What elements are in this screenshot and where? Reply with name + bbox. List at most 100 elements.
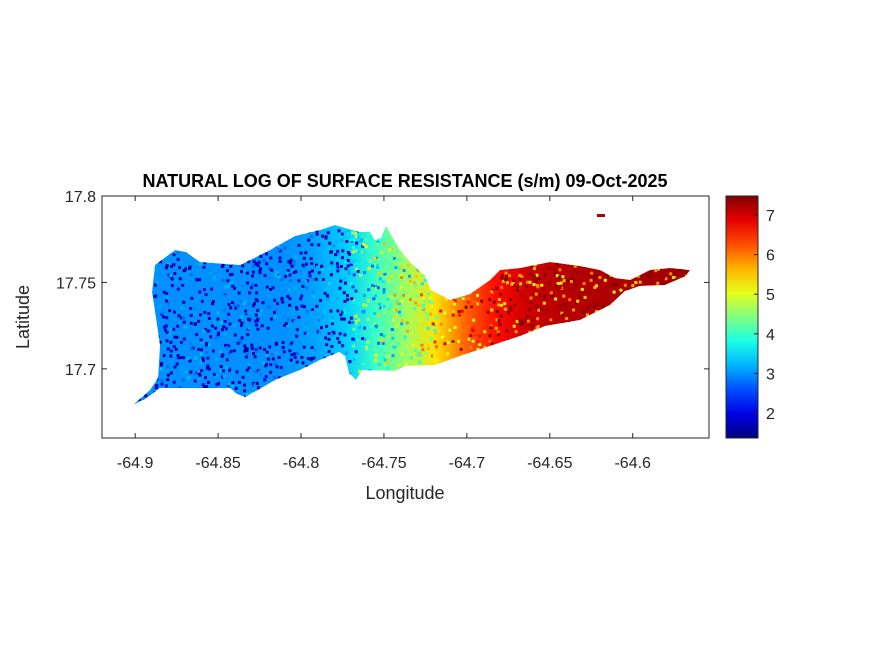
heatmap-cell: [614, 312, 618, 316]
heatmap-cell: [622, 331, 625, 335]
heatmap-cell: [190, 347, 194, 351]
heatmap-cell: [134, 307, 138, 311]
heatmap-cell: [656, 281, 660, 285]
heatmap-cell: [169, 274, 173, 277]
heatmap-cell: [596, 303, 600, 306]
heatmap-cell: [287, 225, 290, 226]
heatmap-cell: [630, 317, 634, 321]
heatmap-cell: [180, 245, 184, 249]
heatmap-cell: [207, 316, 211, 320]
heatmap-cell: [364, 304, 368, 307]
heatmap-cell: [655, 308, 659, 312]
heatmap-cell: [139, 339, 143, 342]
heatmap-cell: [612, 385, 616, 389]
heatmap-cell: [277, 356, 281, 359]
heatmap-cell: [505, 281, 509, 285]
heatmap-cell: [588, 328, 592, 332]
heatmap-cell: [469, 226, 473, 230]
colorbar-tick-label: 5: [766, 287, 775, 304]
heatmap-cell: [387, 279, 391, 283]
heatmap-cell: [603, 321, 607, 325]
heatmap-cell: [462, 354, 466, 357]
heatmap-cell: [281, 341, 285, 344]
heatmap-cell: [257, 387, 261, 391]
heatmap-cell: [659, 267, 663, 271]
heatmap-cell: [241, 401, 245, 405]
heatmap-cell: [575, 344, 579, 348]
heatmap-cell: [620, 321, 624, 325]
heatmap-cell: [488, 349, 492, 353]
heatmap-cell: [583, 319, 587, 323]
heatmap-cell: [454, 254, 458, 258]
heatmap-cell: [463, 372, 467, 376]
heatmap-cell: [446, 352, 450, 356]
heatmap-cell: [354, 235, 358, 238]
heatmap-cell: [141, 277, 145, 281]
heatmap-cell: [679, 322, 683, 326]
heatmap-cell: [243, 349, 247, 353]
heatmap-cell: [665, 289, 669, 293]
heatmap-cell: [446, 275, 450, 278]
heatmap-cell: [594, 313, 598, 317]
heatmap-cell: [277, 275, 281, 279]
heatmap-cell: [533, 329, 537, 333]
heatmap-cell: [486, 310, 490, 314]
heatmap-cell: [503, 389, 507, 393]
heatmap-cell: [454, 241, 458, 245]
heatmap-cell: [353, 259, 357, 263]
heatmap-cell: [522, 386, 526, 390]
heatmap-cell: [161, 250, 164, 254]
heatmap-cell: [679, 225, 683, 226]
heatmap-cell: [682, 390, 686, 394]
heatmap-cell: [345, 394, 349, 397]
heatmap-cell: [503, 307, 507, 311]
x-axis-label: Longitude: [365, 483, 444, 503]
heatmap-cell: [133, 225, 134, 228]
heatmap-cell: [500, 231, 504, 235]
heatmap-cell: [663, 246, 667, 250]
heatmap-cell: [428, 231, 432, 235]
heatmap-cell: [596, 360, 600, 364]
heatmap-cell: [255, 323, 258, 327]
heatmap-cell: [232, 349, 236, 353]
heatmap-cell: [689, 302, 690, 306]
heatmap-cell: [177, 270, 181, 274]
heatmap-cell: [608, 386, 612, 390]
heatmap-cell: [382, 242, 386, 246]
heatmap-cell: [642, 264, 645, 268]
heatmap-cell: [595, 244, 599, 248]
heatmap-cell: [318, 299, 322, 302]
heatmap-cell: [645, 373, 649, 377]
heatmap-cell: [664, 362, 668, 366]
heatmap-cell: [355, 241, 359, 245]
heatmap-cell: [154, 283, 157, 287]
heatmap-cell: [667, 387, 671, 391]
heatmap-cell: [314, 228, 318, 232]
heatmap-cell: [378, 395, 382, 399]
heatmap-cell: [640, 313, 644, 317]
heatmap-cell: [198, 373, 202, 377]
heatmap-cell: [324, 336, 328, 340]
heatmap-cell: [627, 314, 631, 318]
heatmap-cell: [592, 226, 596, 230]
colorbar: [725, 195, 759, 439]
heatmap-cell: [358, 325, 361, 329]
heatmap-cell: [369, 324, 373, 328]
heatmap-cell: [266, 326, 270, 330]
heatmap-cell: [199, 248, 203, 252]
heatmap-cell: [400, 276, 404, 279]
heatmap-cell: [189, 273, 193, 276]
heatmap-cell: [469, 334, 473, 337]
heatmap-cell: [267, 305, 270, 309]
heatmap-cell: [362, 303, 366, 307]
x-tick-label: -64.75: [361, 455, 406, 472]
heatmap-cell: [419, 354, 423, 358]
heatmap-cell: [387, 371, 391, 375]
heatmap-cell: [472, 225, 476, 229]
heatmap-cell: [354, 231, 358, 235]
heatmap-cell: [500, 276, 504, 280]
heatmap-cell: [216, 317, 220, 321]
heatmap-cell: [161, 311, 165, 315]
heatmap-cell: [560, 382, 564, 386]
heatmap-cell: [602, 336, 605, 340]
